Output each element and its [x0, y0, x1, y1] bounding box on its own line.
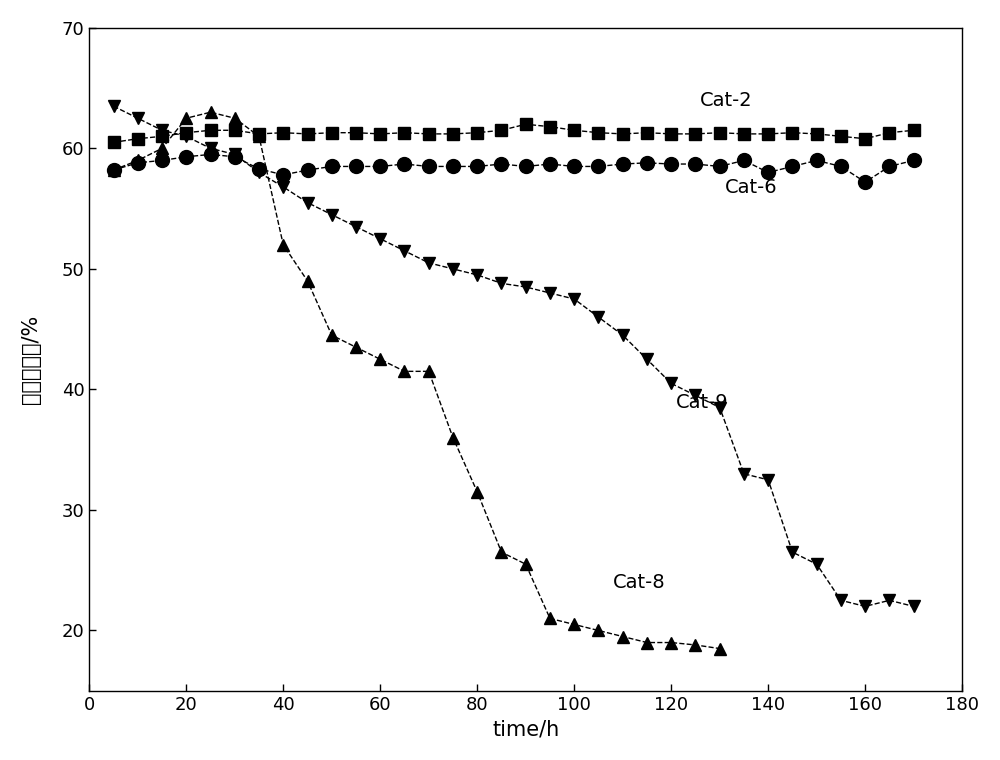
Text: Cat-8: Cat-8 — [613, 573, 666, 592]
Text: Cat-6: Cat-6 — [725, 178, 777, 197]
Y-axis label: 总碳转化率/%: 总碳转化率/% — [21, 315, 41, 404]
Text: Cat-9: Cat-9 — [676, 392, 729, 411]
X-axis label: time/h: time/h — [492, 719, 559, 739]
Text: Cat-2: Cat-2 — [700, 91, 753, 110]
